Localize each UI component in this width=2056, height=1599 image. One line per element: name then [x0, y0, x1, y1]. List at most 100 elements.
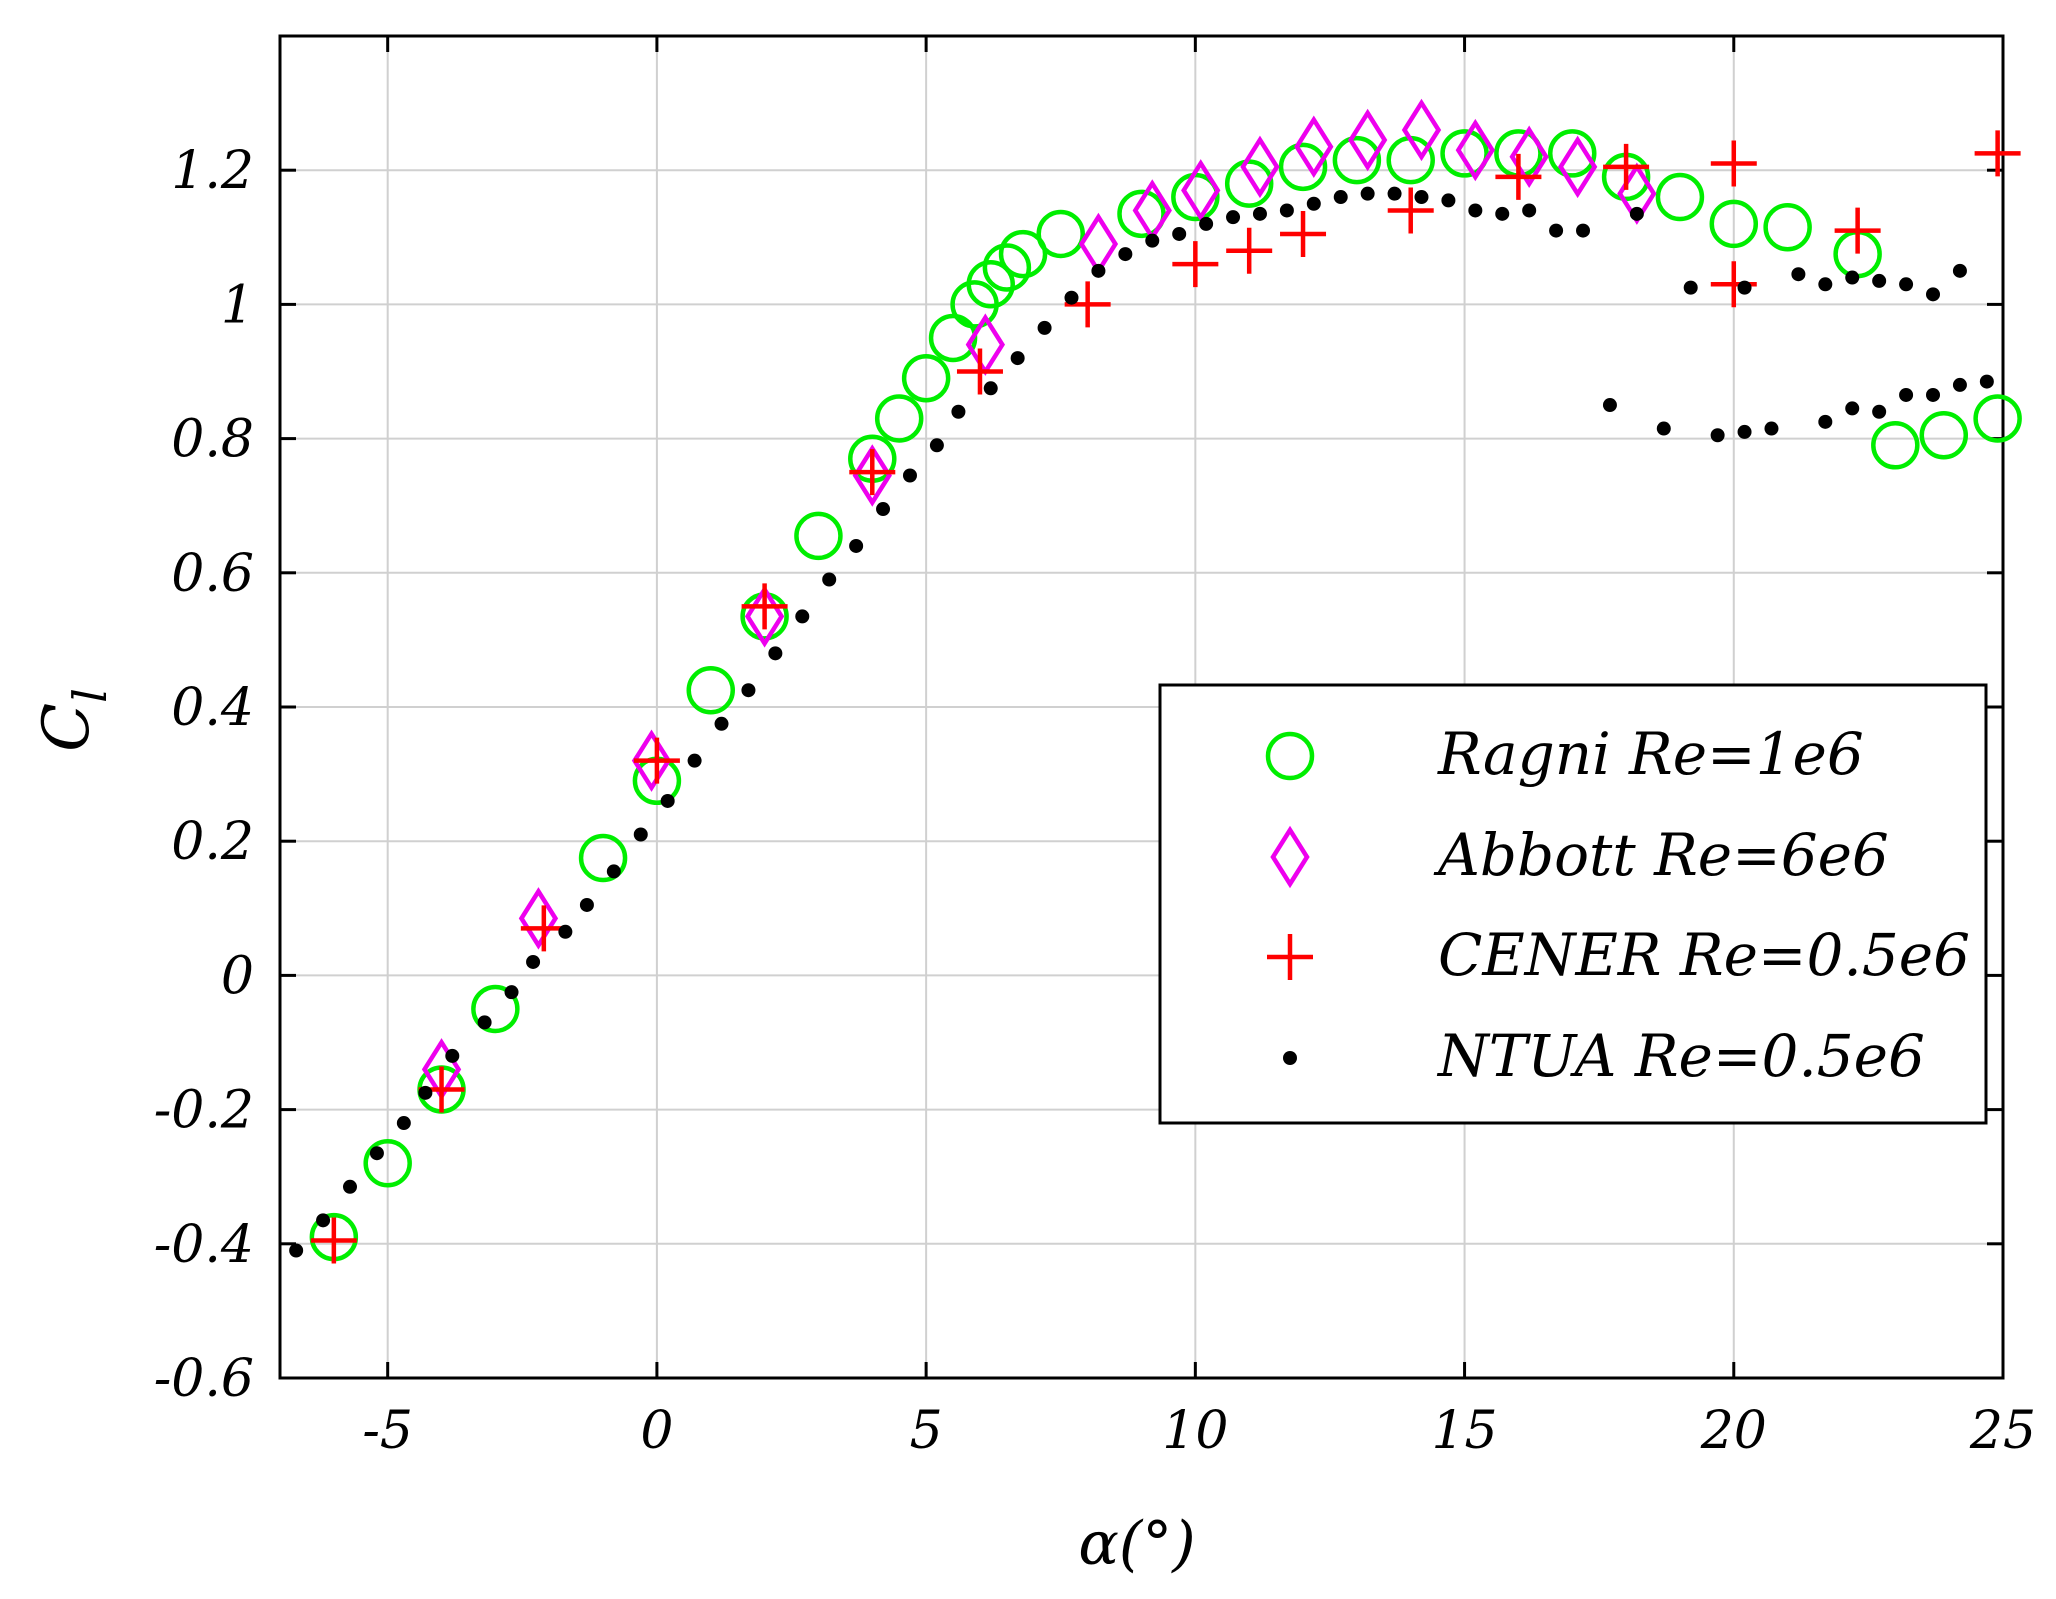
tick-label-layer: -5 0 5 10 15 20 25 -0.6 -0.4 -0.2 0 0.2 0.4 0.6 0.8 1 1.… — [154, 141, 2036, 1461]
data-point-ntua — [1872, 273, 1887, 288]
svg-text:Cl: Cl — [30, 688, 117, 752]
data-point-cener — [1974, 130, 2021, 177]
data-point-ntua — [768, 646, 783, 661]
data-point-ntua — [1818, 277, 1833, 292]
legend-marker-cener — [1267, 934, 1313, 980]
y-tick-label: -0.2 — [154, 1081, 254, 1141]
data-point-ntua — [1926, 387, 1941, 402]
legend-markers — [1265, 731, 1315, 1065]
data-point-ragni — [874, 394, 924, 443]
y-tick-label: 0.6 — [171, 544, 254, 604]
data-point-ntua — [504, 985, 519, 1000]
data-point-abbott — [1455, 118, 1495, 182]
data-point-ntua — [1764, 421, 1779, 436]
data-point-ntua — [1064, 290, 1079, 305]
legend: Ragni Re=1e6 Abbott Re=6e6 CENER Re=0.5e… — [1158, 683, 1988, 1125]
y-tick-label: 0 — [221, 946, 254, 1006]
data-point-abbott — [631, 729, 672, 792]
data-point-ragni — [1224, 159, 1274, 208]
data-point-cener — [1226, 227, 1273, 274]
data-point-ntua — [1468, 203, 1483, 218]
data-point-ntua — [1549, 223, 1564, 238]
data-point-ntua — [1145, 233, 1160, 248]
data-point-ntua — [951, 404, 966, 419]
axes-layer — [278, 34, 2005, 1380]
legend-marker-ntua — [1283, 1051, 1297, 1065]
data-point-ntua — [687, 753, 702, 768]
data-point-ntua — [1926, 287, 1941, 302]
data-point-ragni — [1278, 142, 1328, 192]
data-point-ntua — [1791, 267, 1806, 282]
legend-label-cener: CENER Re=0.5e6 — [1438, 921, 1970, 989]
data-point-ntua — [1333, 190, 1348, 205]
data-point-abbott — [1078, 212, 1119, 276]
data-point-ntua — [1199, 216, 1214, 231]
series-ntua — [289, 186, 1994, 1258]
data-point-ragni — [1871, 421, 1920, 470]
y-tick-label: 1 — [221, 275, 254, 335]
data-point-ragni — [1386, 135, 1435, 185]
data-point-ntua — [1441, 193, 1456, 208]
plot-layer — [289, 98, 2022, 1264]
x-tick-label: 0 — [640, 1401, 673, 1461]
data-point-abbott — [1240, 135, 1280, 199]
data-point-ntua — [1737, 280, 1752, 295]
data-point-ntua — [316, 1213, 331, 1228]
data-point-ragni — [998, 229, 1048, 279]
data-point-ntua — [1683, 280, 1698, 295]
data-point-ntua — [342, 1179, 357, 1194]
data-point-ntua — [876, 502, 891, 517]
data-point-ntua — [579, 897, 594, 912]
data-point-cener — [1387, 187, 1434, 234]
data-point-ntua — [1845, 270, 1860, 285]
data-point-abbott — [518, 887, 559, 950]
y-tick-label: 1.2 — [171, 141, 254, 201]
data-point-abbott — [1294, 115, 1334, 178]
data-point-ntua — [526, 954, 541, 969]
data-point-ragni — [1440, 129, 1489, 178]
data-point-ntua — [1360, 186, 1375, 201]
legend-box — [1158, 683, 1988, 1125]
data-point-ragni — [1919, 410, 1969, 460]
y-tick-label: -0.6 — [154, 1349, 254, 1409]
data-point-ntua — [1010, 351, 1025, 366]
data-point-ntua — [1899, 277, 1914, 292]
data-point-cener — [310, 1217, 357, 1264]
data-point-ntua — [289, 1243, 304, 1258]
data-point-ntua — [1306, 196, 1321, 211]
data-point-abbott — [1509, 125, 1549, 189]
data-point-ragni — [471, 984, 520, 1034]
data-point-ntua — [633, 827, 648, 842]
data-point-ragni — [1973, 394, 2022, 443]
data-point-cener — [1495, 153, 1542, 200]
data-point-ntua — [795, 609, 810, 624]
x-axis-title: α(°) — [1078, 1509, 1195, 1579]
data-point-ntua — [396, 1116, 411, 1131]
data-point-ragni — [928, 313, 978, 363]
data-point-cener — [1172, 241, 1219, 288]
data-point-ragni — [1332, 135, 1382, 185]
data-point-ntua — [1414, 190, 1429, 205]
data-point-ntua — [369, 1146, 384, 1161]
x-tick-label: -5 — [362, 1401, 413, 1461]
series-cener — [310, 130, 2021, 1264]
legend-label-abbott: Abbott Re=6e6 — [1433, 821, 1889, 889]
x-tick-label: 20 — [1700, 1401, 1767, 1461]
data-point-cener — [849, 449, 896, 496]
data-point-ragni — [982, 243, 1032, 292]
data-point-abbott — [852, 444, 892, 507]
data-point-ragni — [686, 665, 735, 715]
data-point-ntua — [1952, 377, 1967, 392]
data-point-ntua — [741, 683, 756, 698]
y-tick-label: -0.4 — [154, 1215, 254, 1275]
data-point-ntua — [1037, 320, 1052, 335]
data-point-ntua — [445, 1048, 460, 1063]
data-point-abbott — [1347, 108, 1388, 172]
y-axis-title: Cl — [30, 688, 117, 752]
data-point-ntua — [1952, 263, 1967, 278]
data-point-ragni — [1117, 189, 1166, 239]
data-point-ntua — [929, 438, 944, 453]
y-axis-title-main: C — [30, 703, 104, 752]
data-point-ragni — [966, 260, 1015, 309]
